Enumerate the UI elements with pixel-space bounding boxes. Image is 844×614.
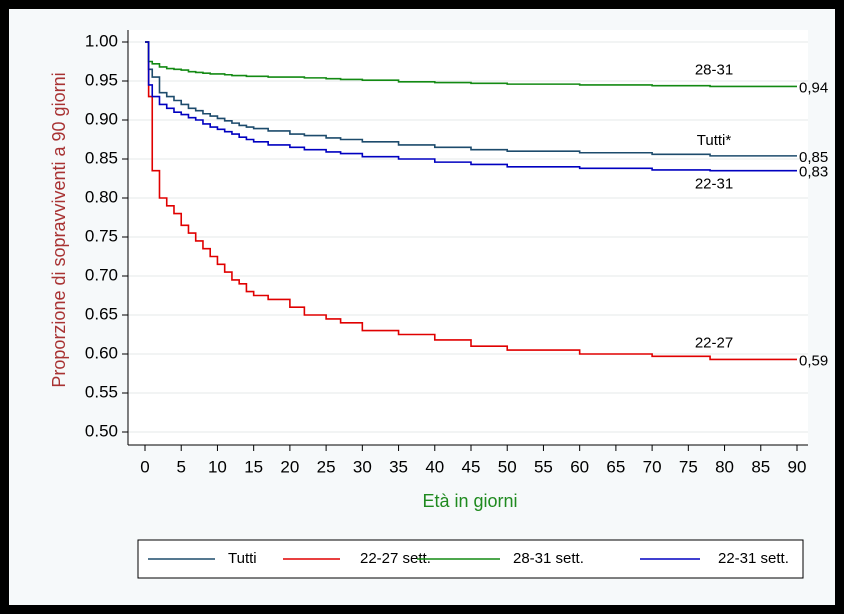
y-tick-label: 0.65 bbox=[85, 304, 118, 323]
y-tick-label: 0.85 bbox=[85, 148, 118, 167]
end-label: 0,94 bbox=[799, 79, 828, 96]
x-tick-label: 60 bbox=[570, 457, 589, 476]
x-tick-label: 15 bbox=[244, 457, 263, 476]
y-tick-label: 0.95 bbox=[85, 70, 118, 89]
y-tick-label: 0.90 bbox=[85, 109, 118, 128]
y-tick-label: 0.70 bbox=[85, 265, 118, 284]
x-tick-label: 40 bbox=[425, 457, 444, 476]
x-tick-label: 10 bbox=[208, 457, 227, 476]
survival-curve bbox=[145, 41, 797, 88]
x-tick-label: 20 bbox=[280, 457, 299, 476]
y-axis-title: Proporzione di sopravviventi a 90 giorni bbox=[49, 72, 69, 387]
y-tick-label: 0.75 bbox=[85, 226, 118, 245]
x-tick-label: 50 bbox=[498, 457, 517, 476]
end-label: 0,59 bbox=[799, 352, 828, 369]
legend-label: 22-31 sett. bbox=[718, 550, 789, 567]
legend-label: 22-27 sett. bbox=[360, 550, 431, 567]
x-tick-label: 80 bbox=[715, 457, 734, 476]
x-tick-label: 65 bbox=[606, 457, 625, 476]
curve-label: 22-31 bbox=[695, 176, 733, 193]
legend-label: 28-31 sett. bbox=[513, 550, 584, 567]
x-tick-label: 5 bbox=[176, 457, 185, 476]
survival-curve bbox=[145, 41, 797, 172]
end-label: 0,83 bbox=[799, 164, 828, 181]
x-tick-label: 25 bbox=[317, 457, 336, 476]
end-label: 0,85 bbox=[799, 149, 828, 166]
y-tick-label: 0.55 bbox=[85, 382, 118, 401]
curve-label: 28-31 bbox=[695, 61, 733, 78]
x-tick-label: 35 bbox=[389, 457, 408, 476]
x-tick-label: 45 bbox=[462, 457, 481, 476]
x-axis-title: Età in giorni bbox=[422, 491, 517, 511]
y-tick-label: 0.50 bbox=[85, 421, 118, 440]
legend-label: Tutti bbox=[228, 550, 257, 567]
y-tick-label: 0.60 bbox=[85, 343, 118, 362]
curve-label: 22-27 bbox=[695, 334, 733, 351]
curve-label: Tutti* bbox=[697, 132, 732, 149]
x-tick-label: 90 bbox=[788, 457, 807, 476]
x-tick-label: 75 bbox=[679, 457, 698, 476]
x-tick-label: 0 bbox=[140, 457, 149, 476]
survival-curve bbox=[145, 41, 797, 361]
x-tick-label: 30 bbox=[353, 457, 372, 476]
survival-curve bbox=[145, 41, 797, 157]
x-tick-label: 55 bbox=[534, 457, 553, 476]
x-tick-label: 85 bbox=[751, 457, 770, 476]
y-tick-label: 1.00 bbox=[85, 31, 118, 50]
y-tick-label: 0.80 bbox=[85, 187, 118, 206]
x-tick-label: 70 bbox=[643, 457, 662, 476]
